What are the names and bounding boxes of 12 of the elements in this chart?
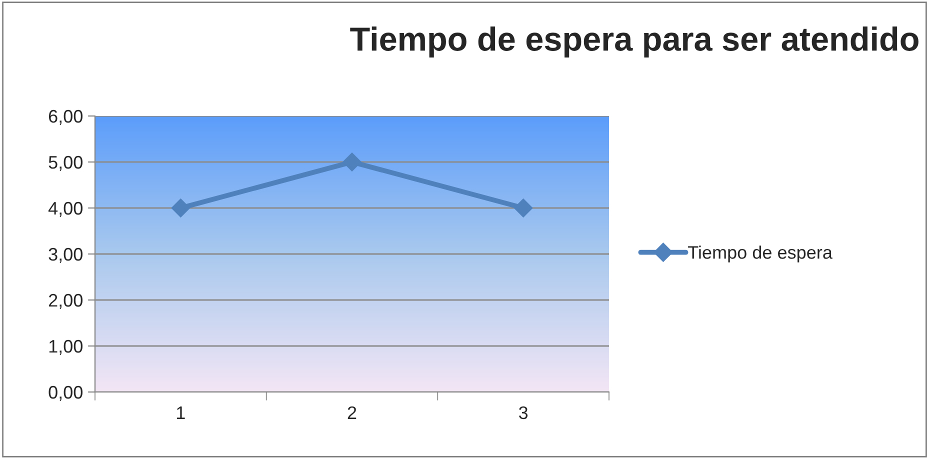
y-tick-label: 2,00 (48, 294, 82, 309)
y-tick-label: 3,00 (48, 248, 82, 263)
y-tick-label: 6,00 (48, 110, 82, 125)
x-tick-label: 1 (177, 406, 185, 419)
x-tick-label: 2 (348, 406, 356, 419)
chart-title: Tiempo de espera para ser atendido (350, 26, 918, 58)
x-tick-label: 3 (519, 406, 528, 420)
y-tick-label: 0,00 (48, 386, 82, 401)
y-tick-label: 1,00 (49, 340, 82, 355)
y-tick-label: 4,00 (48, 202, 82, 217)
legend-label: Tiempo de espera (688, 246, 832, 262)
y-tick-label: 5,00 (48, 156, 82, 171)
